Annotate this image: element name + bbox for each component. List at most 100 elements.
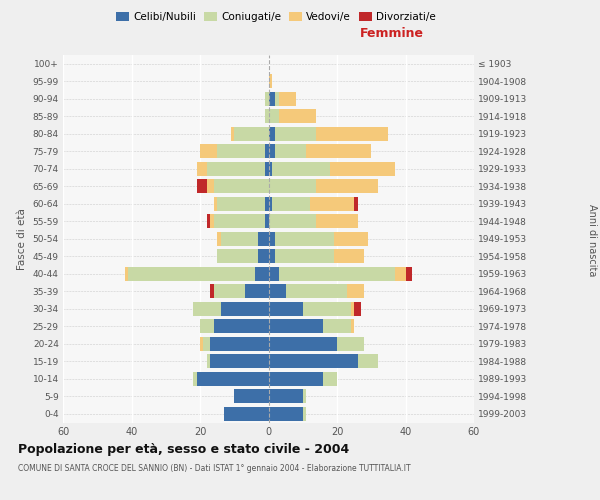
Bar bbox=[303, 407, 306, 420]
Bar bbox=[310, 197, 354, 210]
Legend: Celibi/Nubili, Coniugati/e, Vedovi/e, Divorziati/e: Celibi/Nubili, Coniugati/e, Vedovi/e, Di… bbox=[112, 8, 440, 26]
Bar bbox=[265, 144, 269, 158]
Bar bbox=[128, 267, 255, 280]
Bar bbox=[203, 337, 210, 350]
Bar bbox=[269, 214, 316, 228]
Bar bbox=[279, 110, 316, 123]
Bar bbox=[200, 320, 214, 333]
Bar bbox=[265, 110, 269, 123]
Bar bbox=[221, 302, 269, 316]
Bar bbox=[347, 284, 364, 298]
Bar bbox=[269, 320, 323, 333]
Bar bbox=[224, 407, 269, 420]
Bar bbox=[193, 372, 197, 386]
Bar bbox=[245, 284, 269, 298]
Bar bbox=[197, 180, 207, 193]
Text: Anni di nascita: Anni di nascita bbox=[587, 204, 597, 276]
Bar bbox=[269, 284, 286, 298]
Bar bbox=[234, 390, 269, 403]
Bar bbox=[275, 144, 306, 158]
Bar bbox=[217, 197, 265, 210]
Bar bbox=[316, 127, 388, 140]
Bar bbox=[323, 372, 337, 386]
Bar bbox=[316, 214, 358, 228]
Bar bbox=[334, 250, 364, 263]
Bar bbox=[275, 127, 316, 140]
Bar bbox=[350, 320, 354, 333]
Bar bbox=[125, 267, 128, 280]
Bar bbox=[330, 162, 395, 175]
Bar bbox=[316, 180, 378, 193]
Bar bbox=[269, 390, 303, 403]
Bar bbox=[269, 127, 275, 140]
Bar bbox=[269, 110, 279, 123]
Bar bbox=[234, 127, 269, 140]
Bar bbox=[269, 232, 275, 245]
Bar bbox=[269, 180, 316, 193]
Bar bbox=[275, 250, 334, 263]
Bar bbox=[350, 302, 354, 316]
Bar bbox=[258, 232, 269, 245]
Bar bbox=[221, 232, 258, 245]
Bar bbox=[269, 74, 272, 88]
Bar bbox=[207, 180, 214, 193]
Bar bbox=[272, 197, 310, 210]
Bar bbox=[269, 144, 275, 158]
Bar bbox=[269, 92, 275, 106]
Text: COMUNE DI SANTA CROCE DEL SANNIO (BN) - Dati ISTAT 1° gennaio 2004 - Elaborazion: COMUNE DI SANTA CROCE DEL SANNIO (BN) - … bbox=[18, 464, 410, 473]
Bar bbox=[269, 197, 272, 210]
Bar bbox=[406, 267, 412, 280]
Bar bbox=[210, 284, 214, 298]
Bar bbox=[265, 92, 269, 106]
Bar bbox=[303, 302, 350, 316]
Text: Femmine: Femmine bbox=[360, 28, 424, 40]
Bar bbox=[269, 162, 272, 175]
Bar bbox=[207, 354, 210, 368]
Bar bbox=[214, 197, 217, 210]
Bar bbox=[269, 407, 303, 420]
Bar bbox=[231, 127, 234, 140]
Bar bbox=[354, 197, 358, 210]
Bar bbox=[269, 354, 358, 368]
Text: Popolazione per età, sesso e stato civile - 2004: Popolazione per età, sesso e stato civil… bbox=[18, 442, 349, 456]
Bar bbox=[269, 372, 323, 386]
Bar bbox=[214, 320, 269, 333]
Bar bbox=[279, 267, 395, 280]
Bar bbox=[207, 162, 265, 175]
Bar bbox=[354, 302, 361, 316]
Bar bbox=[200, 144, 217, 158]
Bar bbox=[323, 320, 350, 333]
Bar bbox=[214, 284, 245, 298]
Bar bbox=[265, 162, 269, 175]
Bar bbox=[258, 250, 269, 263]
Bar bbox=[269, 267, 279, 280]
Bar bbox=[200, 337, 203, 350]
Bar bbox=[210, 337, 269, 350]
Bar bbox=[269, 337, 337, 350]
Bar bbox=[217, 250, 258, 263]
Bar bbox=[275, 92, 279, 106]
Bar bbox=[279, 92, 296, 106]
Bar bbox=[275, 232, 334, 245]
Bar bbox=[255, 267, 269, 280]
Bar bbox=[334, 232, 368, 245]
Bar bbox=[265, 214, 269, 228]
Bar bbox=[269, 250, 275, 263]
Y-axis label: Fasce di età: Fasce di età bbox=[17, 208, 27, 270]
Bar bbox=[217, 144, 265, 158]
Bar bbox=[193, 302, 221, 316]
Bar bbox=[286, 284, 347, 298]
Bar bbox=[197, 162, 207, 175]
Bar bbox=[197, 372, 269, 386]
Bar bbox=[207, 214, 210, 228]
Bar bbox=[395, 267, 406, 280]
Bar bbox=[217, 232, 221, 245]
Bar bbox=[210, 354, 269, 368]
Bar bbox=[337, 337, 364, 350]
Bar bbox=[214, 180, 269, 193]
Bar bbox=[358, 354, 378, 368]
Bar bbox=[303, 390, 306, 403]
Bar bbox=[214, 214, 265, 228]
Bar bbox=[265, 197, 269, 210]
Bar bbox=[306, 144, 371, 158]
